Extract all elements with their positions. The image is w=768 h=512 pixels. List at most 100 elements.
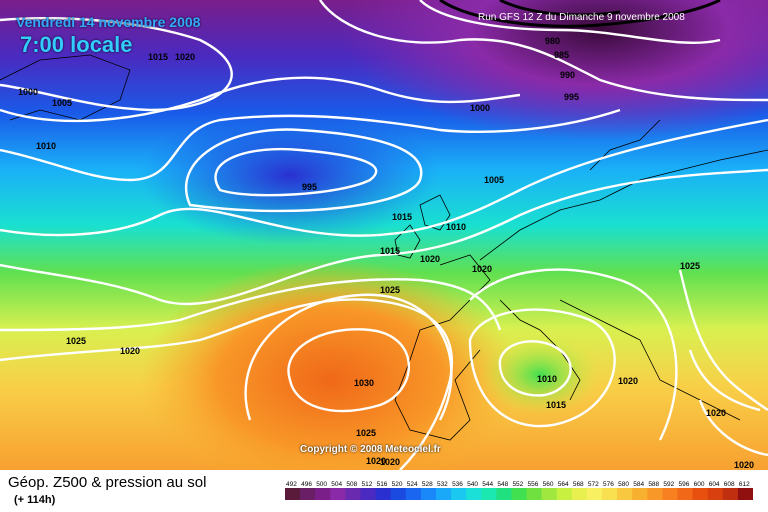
scale-tick-label: 568 — [573, 481, 584, 488]
scale-swatch — [496, 488, 512, 500]
scale-swatch — [285, 488, 301, 500]
scale-swatch — [511, 488, 528, 500]
isobar-label: 1015 — [380, 246, 400, 256]
scale-tick-label: 572 — [588, 481, 599, 488]
forecast-lead-time: (+ 114h) — [14, 494, 56, 506]
scale-swatch — [541, 488, 558, 500]
upper-low-area — [340, 0, 768, 140]
scale-swatch — [435, 488, 452, 500]
isobar-label: 1025 — [380, 285, 400, 295]
coastlines — [0, 54, 768, 441]
scale-swatch — [345, 488, 361, 500]
isobar-label: 1015 — [392, 212, 412, 222]
scale-tick-label: 600 — [694, 481, 705, 488]
scale-tick-label: 604 — [709, 481, 720, 488]
isobar-label: 1015 — [546, 400, 566, 410]
scale-swatch — [602, 488, 618, 500]
isobar-label: 1020 — [706, 408, 726, 418]
scale-swatch — [737, 488, 753, 500]
scale-swatch — [390, 488, 407, 500]
model-run-info: Run GFS 12 Z du Dimanche 9 novembre 2008 — [478, 12, 685, 23]
scale-tick-label: 504 — [331, 481, 342, 488]
scale-swatch — [300, 488, 316, 500]
scale-tick-label: 540 — [467, 481, 478, 488]
scale-tick-label: 576 — [603, 481, 614, 488]
isobar-label: 1020 — [380, 457, 400, 467]
scale-tick-label: 564 — [558, 481, 569, 488]
scale-tick-label: 580 — [618, 481, 629, 488]
scale-tick-label: 496 — [301, 481, 312, 488]
isobar-label: 1005 — [484, 175, 504, 185]
scale-swatch — [722, 488, 739, 500]
scale-swatch — [526, 488, 543, 500]
forecast-date: Vendredi 14 novembre 2008 — [16, 14, 201, 30]
isobar-label: 1020 — [120, 346, 140, 356]
scale-tick-label: 552 — [512, 481, 523, 488]
scale-swatch — [375, 488, 392, 500]
isobar-label: 995 — [564, 92, 579, 102]
low-area — [140, 105, 440, 245]
scale-tick-label: 556 — [528, 481, 539, 488]
scale-swatch — [481, 488, 497, 500]
isobar-label: 1020 — [366, 456, 386, 466]
scale-swatch — [677, 488, 694, 500]
scale-tick-label: 512 — [361, 481, 372, 488]
scale-swatch — [330, 488, 346, 500]
scale-swatch — [662, 488, 679, 500]
isobar-label: 1025 — [680, 261, 700, 271]
color-scale: 492 496 500 504 508 512 516 520 524 528 532 536 540 5… — [285, 481, 753, 500]
scale-swatch — [632, 488, 648, 500]
scale-tick-label: 500 — [316, 481, 327, 488]
med-low-area — [480, 335, 600, 415]
scale-tick-label: 596 — [679, 481, 690, 488]
isobar-label: 1015 — [148, 52, 168, 62]
scale-tick-label: 532 — [437, 481, 448, 488]
scale-swatch — [707, 488, 724, 500]
scale-tick-label: 544 — [482, 481, 493, 488]
scale-swatch — [466, 488, 482, 500]
scale-swatch — [451, 488, 467, 500]
isobar-label: 1010 — [36, 141, 56, 151]
scale-swatch — [571, 488, 588, 500]
scale-tick-label: 584 — [633, 481, 644, 488]
isobar-label: 1020 — [175, 52, 195, 62]
scale-swatch — [692, 488, 709, 500]
isobar-label: 995 — [302, 182, 317, 192]
legend-bar: Géop. Z500 & pression au sol (+ 114h) 49… — [0, 470, 768, 512]
scale-tick-label: 548 — [497, 481, 508, 488]
isobar-label: 1025 — [356, 428, 376, 438]
scale-tick-label: 592 — [663, 481, 674, 488]
scale-tick-label: 520 — [392, 481, 403, 488]
scale-tick-label: 528 — [422, 481, 433, 488]
isobar-label: 1005 — [52, 98, 72, 108]
scale-tick-label: 536 — [452, 481, 463, 488]
weather-map: 1000 1005 1010 1015 1020 1015 1020 1025 … — [0, 0, 768, 470]
deep-low-isobars — [439, 0, 721, 28]
isobar-label: 990 — [560, 70, 575, 80]
isobar-label: 980 — [545, 36, 560, 46]
isobar-label: 1000 — [18, 87, 38, 97]
scale-tick-label: 560 — [543, 481, 554, 488]
scale-swatch — [420, 488, 437, 500]
isobar-label: 1020 — [472, 264, 492, 274]
scale-tick-label: 524 — [407, 481, 418, 488]
scale-swatch — [586, 488, 603, 500]
scale-tick-label: 608 — [724, 481, 735, 488]
scale-tick-label: 492 — [286, 481, 297, 488]
isobars — [0, 0, 768, 470]
isobar-label: 1020 — [734, 460, 754, 470]
scale-swatch — [556, 488, 573, 500]
copyright-notice: Copyright © 2008 Meteociel.fr — [300, 444, 441, 455]
scale-swatch — [647, 488, 663, 500]
scale-swatch — [360, 488, 377, 500]
scale-tick-label: 508 — [346, 481, 357, 488]
scale-tick-label: 612 — [739, 481, 750, 488]
isobar-label: 1025 — [66, 336, 86, 346]
isobar-label: 1010 — [537, 374, 557, 384]
isobar-label: 1020 — [618, 376, 638, 386]
scale-tick-label: 516 — [377, 481, 388, 488]
scale-tick-label: 588 — [648, 481, 659, 488]
scale-swatch — [315, 488, 331, 500]
forecast-local-time: 7:00 locale — [20, 32, 133, 57]
